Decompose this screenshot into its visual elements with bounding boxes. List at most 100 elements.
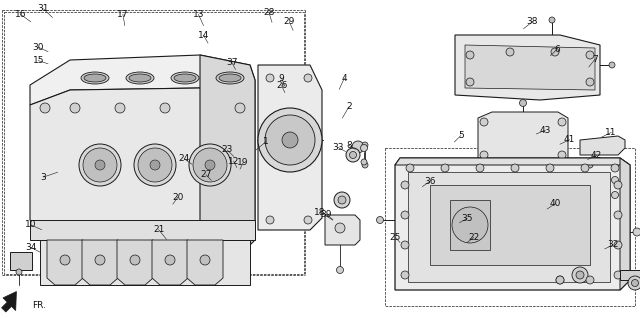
Circle shape xyxy=(235,103,245,113)
Text: 18: 18 xyxy=(314,208,326,217)
Text: 17: 17 xyxy=(117,10,129,19)
Ellipse shape xyxy=(193,148,227,182)
Polygon shape xyxy=(325,215,360,245)
Circle shape xyxy=(304,216,312,224)
Circle shape xyxy=(581,164,589,172)
Ellipse shape xyxy=(84,74,106,82)
Circle shape xyxy=(609,62,615,68)
Circle shape xyxy=(266,216,274,224)
Text: 29: 29 xyxy=(284,17,295,26)
Polygon shape xyxy=(478,112,568,165)
Circle shape xyxy=(95,255,105,265)
Text: 35: 35 xyxy=(461,214,473,223)
Circle shape xyxy=(266,74,274,82)
Text: 12: 12 xyxy=(228,157,239,166)
Polygon shape xyxy=(1,292,17,312)
Circle shape xyxy=(258,108,322,172)
Text: 19: 19 xyxy=(237,158,249,167)
Circle shape xyxy=(115,103,125,113)
Bar xyxy=(4,12,304,274)
Ellipse shape xyxy=(219,74,241,82)
Circle shape xyxy=(572,267,588,283)
Text: 24: 24 xyxy=(179,154,190,163)
Circle shape xyxy=(549,17,555,23)
Polygon shape xyxy=(30,88,255,240)
Text: 6: 6 xyxy=(554,45,559,54)
Circle shape xyxy=(265,115,315,165)
Polygon shape xyxy=(455,35,600,100)
Circle shape xyxy=(401,271,409,279)
Circle shape xyxy=(587,192,593,198)
Circle shape xyxy=(401,241,409,249)
Ellipse shape xyxy=(150,160,160,170)
Circle shape xyxy=(480,151,488,159)
Circle shape xyxy=(304,74,312,82)
Text: 13: 13 xyxy=(193,10,204,19)
Text: 37: 37 xyxy=(226,58,237,67)
Text: 38: 38 xyxy=(527,17,538,26)
Text: 21: 21 xyxy=(153,225,164,234)
Circle shape xyxy=(611,164,619,172)
Circle shape xyxy=(587,147,593,153)
Circle shape xyxy=(334,192,350,208)
Text: 4: 4 xyxy=(342,74,347,83)
Circle shape xyxy=(614,241,622,249)
Circle shape xyxy=(480,118,488,126)
Text: 40: 40 xyxy=(550,199,561,208)
Polygon shape xyxy=(117,240,153,285)
Polygon shape xyxy=(395,158,630,290)
Text: 39: 39 xyxy=(321,210,332,219)
Bar xyxy=(385,148,635,306)
Circle shape xyxy=(16,269,22,275)
Circle shape xyxy=(362,142,368,148)
Ellipse shape xyxy=(216,72,244,84)
Circle shape xyxy=(576,271,584,279)
Text: 30: 30 xyxy=(33,43,44,52)
Bar xyxy=(620,270,640,280)
Text: 36: 36 xyxy=(424,177,436,186)
Ellipse shape xyxy=(205,160,215,170)
Polygon shape xyxy=(465,45,595,90)
Circle shape xyxy=(165,255,175,265)
Circle shape xyxy=(520,100,527,107)
Circle shape xyxy=(506,48,514,56)
Ellipse shape xyxy=(79,144,121,186)
Circle shape xyxy=(546,164,554,172)
Text: 3: 3 xyxy=(41,173,46,182)
Text: 5: 5 xyxy=(458,131,463,140)
Polygon shape xyxy=(30,55,255,105)
Text: 43: 43 xyxy=(540,126,551,135)
Text: 7: 7 xyxy=(593,55,598,63)
Text: 26: 26 xyxy=(276,81,287,90)
Polygon shape xyxy=(258,65,322,230)
Circle shape xyxy=(587,162,593,168)
Polygon shape xyxy=(430,185,590,265)
Ellipse shape xyxy=(171,72,199,84)
Polygon shape xyxy=(82,240,118,285)
Bar xyxy=(10,252,32,270)
Circle shape xyxy=(611,191,618,198)
Circle shape xyxy=(611,176,618,183)
Circle shape xyxy=(586,276,594,284)
Circle shape xyxy=(361,159,367,165)
Text: 14: 14 xyxy=(198,31,209,40)
Circle shape xyxy=(556,276,564,284)
Circle shape xyxy=(338,196,346,204)
Text: FR.: FR. xyxy=(32,300,46,309)
Circle shape xyxy=(40,103,50,113)
Circle shape xyxy=(611,146,618,153)
Ellipse shape xyxy=(174,74,196,82)
Text: 16: 16 xyxy=(15,10,26,19)
Polygon shape xyxy=(40,240,250,285)
Circle shape xyxy=(452,207,488,243)
Circle shape xyxy=(611,161,618,168)
Ellipse shape xyxy=(81,72,109,84)
Circle shape xyxy=(614,211,622,219)
Polygon shape xyxy=(30,220,255,240)
Circle shape xyxy=(376,217,383,224)
Ellipse shape xyxy=(126,72,154,84)
Polygon shape xyxy=(200,55,255,245)
Circle shape xyxy=(614,271,622,279)
Ellipse shape xyxy=(189,144,231,186)
Polygon shape xyxy=(408,172,610,282)
